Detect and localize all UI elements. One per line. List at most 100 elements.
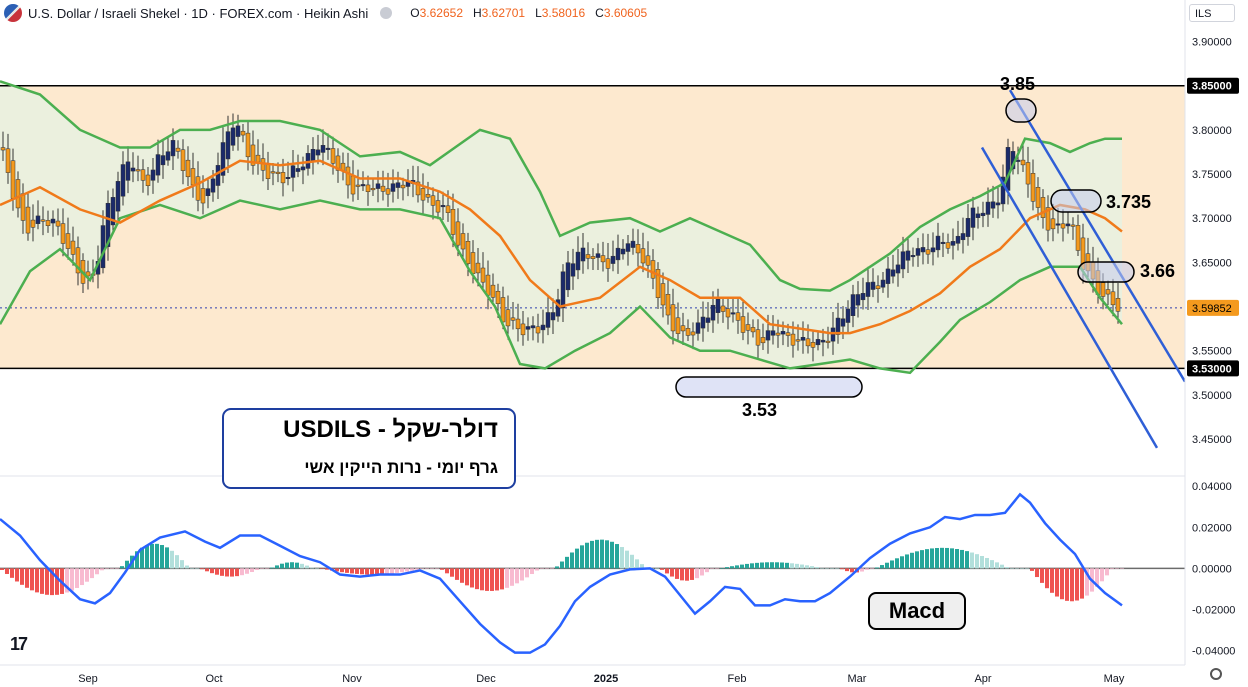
- candle-body: [5, 148, 11, 173]
- histogram-bar: [5, 568, 9, 574]
- tradingview-logo-icon[interactable]: 17: [10, 634, 28, 654]
- candle-body: [435, 200, 441, 213]
- histogram-bar: [265, 568, 269, 569]
- histogram-bar: [420, 568, 424, 569]
- histogram-bar: [885, 562, 889, 569]
- histogram-bar: [865, 568, 869, 570]
- candle-body: [1035, 187, 1041, 208]
- candle-body: [200, 188, 206, 204]
- candle-body: [130, 167, 136, 172]
- candle-body: [1115, 298, 1121, 312]
- candle-body: [350, 175, 356, 195]
- histogram-bar: [940, 547, 944, 569]
- histogram-bar: [115, 568, 119, 569]
- candle-body: [275, 171, 281, 174]
- histogram-bar: [950, 548, 954, 569]
- macd-label: Macd: [868, 592, 966, 630]
- candle-body: [1075, 225, 1081, 251]
- price-axis: [1185, 0, 1248, 687]
- histogram-bar: [965, 551, 969, 569]
- candle-body: [935, 235, 941, 251]
- candle-body: [560, 271, 566, 309]
- level-tag-1: [1187, 360, 1239, 377]
- candle-body: [395, 182, 401, 188]
- candle-body: [205, 188, 211, 197]
- candle-body: [870, 281, 876, 290]
- candle-body: [915, 248, 921, 256]
- candle-body: [705, 317, 711, 323]
- candle-body: [525, 326, 531, 330]
- histogram-bar: [520, 568, 524, 581]
- histogram-bar: [165, 547, 169, 569]
- macd-tick-label: 0.00000: [1192, 563, 1232, 575]
- histogram-bar: [200, 568, 204, 570]
- candle-body: [905, 250, 911, 261]
- histogram-bar: [540, 568, 544, 569]
- level-tag-0: [1187, 77, 1239, 94]
- histogram-bar: [455, 568, 459, 580]
- candle-body: [485, 274, 491, 296]
- histogram-bar: [15, 568, 19, 582]
- candle-body: [0, 147, 6, 151]
- time-tick-label: Sep: [78, 673, 98, 685]
- histogram-bar: [640, 564, 644, 569]
- candle-body: [865, 282, 871, 297]
- candle-body: [655, 269, 661, 298]
- candle-body: [810, 342, 816, 348]
- pill-385: [1005, 98, 1037, 123]
- candle-body: [135, 169, 141, 172]
- histogram-bar: [0, 568, 4, 570]
- histogram-bar: [230, 568, 234, 577]
- last-price-label: 3.59852: [1192, 303, 1232, 315]
- histogram-bar: [805, 565, 809, 569]
- candle-body: [465, 241, 471, 264]
- histogram-bar: [1000, 564, 1004, 569]
- histogram-bar: [125, 560, 129, 569]
- candle-body: [735, 312, 741, 321]
- candle-body: [890, 269, 896, 277]
- histogram-bar: [655, 568, 659, 569]
- histogram-bar: [240, 568, 244, 576]
- candle-body: [370, 188, 376, 191]
- histogram-bar: [740, 564, 744, 569]
- histogram-bar: [510, 568, 514, 586]
- histogram-bar: [1030, 568, 1034, 571]
- candle-body: [280, 172, 286, 184]
- candle-body: [1105, 289, 1111, 295]
- histogram-bar: [880, 565, 884, 569]
- histogram-bar: [450, 568, 454, 577]
- candle-body: [850, 294, 856, 316]
- histogram-bar: [670, 568, 674, 577]
- histogram-bar: [585, 542, 589, 569]
- candle-body: [665, 294, 671, 316]
- candle-body: [900, 251, 906, 270]
- candle-body: [60, 223, 66, 244]
- candle-body: [105, 202, 111, 247]
- histogram-bar: [1025, 568, 1029, 569]
- candle-body: [255, 154, 261, 163]
- histogram-bar: [370, 568, 374, 575]
- histogram-bar: [215, 568, 219, 575]
- candle-body: [650, 260, 656, 279]
- histogram-bar: [980, 555, 984, 569]
- candle-body: [450, 208, 456, 235]
- level-tag-label: 3.53000: [1192, 363, 1232, 375]
- histogram-bar: [710, 568, 714, 569]
- visibility-eye-icon[interactable]: [380, 7, 393, 19]
- candle-body: [55, 220, 61, 227]
- candle-body: [720, 305, 726, 312]
- candle-body: [40, 219, 46, 222]
- label-353: 3.53: [742, 400, 777, 420]
- candle-body: [860, 293, 866, 301]
- histogram-bar: [95, 568, 99, 575]
- gear-icon[interactable]: [1210, 668, 1222, 680]
- histogram-bar: [1120, 568, 1124, 569]
- candle-body: [670, 304, 676, 332]
- pill-353: [675, 376, 863, 398]
- symbol-title[interactable]: U.S. Dollar / Israeli Shekel · 1D · FORE…: [28, 5, 369, 21]
- currency-unit-selector[interactable]: ILS: [1189, 4, 1235, 22]
- candle-body: [210, 178, 216, 193]
- candle-body: [285, 177, 291, 180]
- candle-body: [175, 147, 181, 152]
